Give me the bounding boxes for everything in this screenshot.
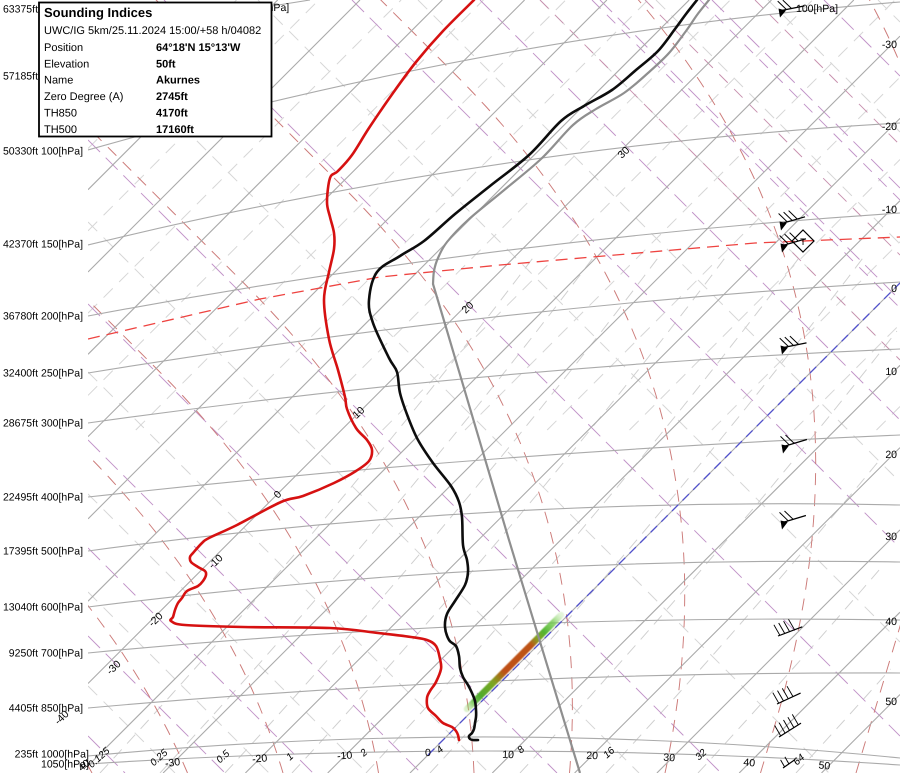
svg-text:63375ft: 63375ft xyxy=(3,4,38,16)
svg-text:Position: Position xyxy=(44,42,83,54)
svg-text:500[hPa]: 500[hPa] xyxy=(41,546,83,558)
svg-text:T: T xyxy=(800,237,806,248)
svg-text:0: 0 xyxy=(891,283,897,295)
svg-text:850[hPa]: 850[hPa] xyxy=(41,703,83,715)
svg-text:36780ft: 36780ft xyxy=(3,311,38,323)
svg-text:42370ft: 42370ft xyxy=(3,239,38,251)
svg-text:150[hPa]: 150[hPa] xyxy=(41,239,83,251)
svg-text:30: 30 xyxy=(885,531,897,543)
svg-text:1050[hPa]: 1050[hPa] xyxy=(41,759,89,771)
svg-text:UWC/IG 5km/25.11.2024 15:00/+5: UWC/IG 5km/25.11.2024 15:00/+58 h/04082 xyxy=(44,25,261,37)
svg-text:-10: -10 xyxy=(882,204,897,216)
svg-text:4170ft: 4170ft xyxy=(156,108,188,120)
svg-text:Zero Degree (A): Zero Degree (A) xyxy=(44,91,123,103)
svg-text:50: 50 xyxy=(885,696,897,708)
svg-text:-20: -20 xyxy=(882,121,897,133)
svg-text:400[hPa]: 400[hPa] xyxy=(41,492,83,504)
svg-text:17395ft: 17395ft xyxy=(3,546,38,558)
svg-text:100[hPa]: 100[hPa] xyxy=(41,146,83,158)
svg-text:0: 0 xyxy=(425,747,431,759)
svg-text:64°18'N 15°13'W: 64°18'N 15°13'W xyxy=(156,42,241,54)
svg-text:20: 20 xyxy=(885,449,897,461)
svg-text:4405ft: 4405ft xyxy=(9,703,38,715)
svg-text:30: 30 xyxy=(663,752,676,765)
svg-text:-30: -30 xyxy=(164,756,181,770)
svg-text:10: 10 xyxy=(502,749,514,761)
svg-text:Name: Name xyxy=(44,75,73,87)
svg-text:250[hPa]: 250[hPa] xyxy=(41,368,83,380)
svg-text:200[hPa]: 200[hPa] xyxy=(41,311,83,323)
svg-text:17160ft: 17160ft xyxy=(156,124,194,136)
svg-text:22495ft: 22495ft xyxy=(3,492,38,504)
svg-text:TH850: TH850 xyxy=(44,108,77,120)
svg-text:4: 4 xyxy=(435,744,447,756)
svg-text:28675ft: 28675ft xyxy=(3,418,38,430)
svg-text:57185ft: 57185ft xyxy=(3,71,38,83)
svg-text:-30: -30 xyxy=(882,39,897,51)
svg-text:Sounding Indices: Sounding Indices xyxy=(44,5,152,20)
svg-text:Akurnes: Akurnes xyxy=(156,75,200,87)
svg-text:50ft: 50ft xyxy=(156,59,176,71)
svg-text:50: 50 xyxy=(818,759,831,772)
svg-text:10: 10 xyxy=(885,366,897,378)
svg-text:Elevation: Elevation xyxy=(44,59,89,71)
svg-text:235ft: 235ft xyxy=(15,749,38,761)
svg-text:600[hPa]: 600[hPa] xyxy=(41,602,83,614)
svg-text:2745ft: 2745ft xyxy=(156,91,188,103)
svg-text:-20: -20 xyxy=(252,752,269,766)
svg-text:20: 20 xyxy=(586,750,598,763)
svg-text:13040ft: 13040ft xyxy=(3,602,38,614)
svg-text:40: 40 xyxy=(885,616,897,628)
svg-text:8: 8 xyxy=(516,744,528,756)
svg-text:1000[hPa]: 1000[hPa] xyxy=(41,749,89,761)
svg-text:TH500: TH500 xyxy=(44,124,77,136)
svg-text:50330ft: 50330ft xyxy=(3,146,38,158)
svg-text:1: 1 xyxy=(285,751,296,763)
svg-text:40: 40 xyxy=(743,757,756,770)
svg-text:32400ft: 32400ft xyxy=(3,368,38,380)
svg-text:700[hPa]: 700[hPa] xyxy=(41,648,83,660)
svg-text:9250ft: 9250ft xyxy=(9,648,38,660)
svg-text:100[hPa]: 100[hPa] xyxy=(796,3,838,15)
svg-text:300[hPa]: 300[hPa] xyxy=(41,418,83,430)
svg-text:-10: -10 xyxy=(337,749,353,762)
